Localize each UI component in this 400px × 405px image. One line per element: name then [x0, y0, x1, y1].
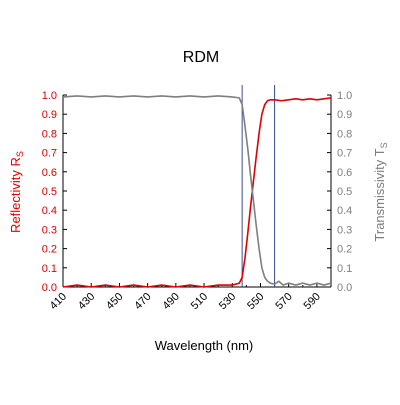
series-layer	[62, 95, 332, 288]
y-left-tick-label: 0.4	[42, 205, 57, 217]
y-right-tick-label: 0.5	[337, 186, 352, 198]
y-left-tick-label: 0.8	[42, 128, 57, 140]
y-axis-right-label-main: Transmissivity T	[372, 148, 387, 241]
y-left-tick-label: 0.5	[42, 186, 57, 198]
x-tick-label: 470	[132, 291, 153, 312]
x-tick-label: 490	[160, 291, 181, 312]
x-tick-label: 450	[104, 291, 125, 312]
x-tick-label: 430	[76, 291, 97, 312]
x-tick-label: 550	[245, 291, 266, 312]
y-left-tick-label: 0.3	[42, 224, 57, 236]
x-tick-label: 590	[302, 291, 323, 312]
vertical-markers-layer	[241, 85, 276, 287]
y-right-tick-label: 0.7	[337, 148, 352, 160]
y-right-tick-label: 0.8	[337, 128, 352, 140]
y-right-tick-label: 0.2	[337, 244, 352, 256]
y-right-tick-label: 0.0	[337, 282, 352, 294]
y-right-tick-label: 0.9	[337, 109, 352, 121]
x-tick-label: 530	[217, 291, 238, 312]
y-axis-right-label: Transmissivity TS	[372, 142, 389, 241]
y-left-tick-label: 0.7	[42, 148, 57, 160]
y-left-tick-label: 0.0	[42, 282, 57, 294]
transmissivity-series-line	[62, 95, 332, 286]
y-right-tick-label: 1.0	[337, 90, 352, 102]
x-tick-label: 510	[189, 291, 210, 312]
x-tick-label: 570	[273, 291, 294, 312]
y-right-tick-label: 0.6	[337, 167, 352, 179]
axes-layer	[62, 95, 332, 288]
chart-title: RDM	[183, 49, 219, 66]
y-axis-right-label-sub: S	[379, 142, 389, 148]
y-left-tick-label: 0.1	[42, 263, 57, 275]
y-axis-left-label-main: Reflectivity R	[8, 157, 23, 233]
ticks-layer: 0.0 0.1 0.2 0.3 0.4 0.5 0.6 0.7 0.8 0.9 1.0 0.0 0.1 0…	[42, 90, 353, 312]
y-axis-left-label-sub: S	[15, 151, 25, 157]
reflectivity-series-line	[62, 97, 332, 288]
y-right-tick-label: 0.3	[337, 224, 352, 236]
y-left-tick-label: 0.6	[42, 167, 57, 179]
x-axis-label: Wavelength (nm)	[155, 338, 254, 353]
y-left-tick-label: 0.9	[42, 109, 57, 121]
y-left-tick-label: 1.0	[42, 90, 57, 102]
y-right-tick-label: 0.1	[337, 263, 352, 275]
y-left-tick-label: 0.2	[42, 244, 57, 256]
y-axis-left-label: Reflectivity RS	[8, 151, 25, 233]
y-right-tick-label: 0.4	[337, 205, 352, 217]
